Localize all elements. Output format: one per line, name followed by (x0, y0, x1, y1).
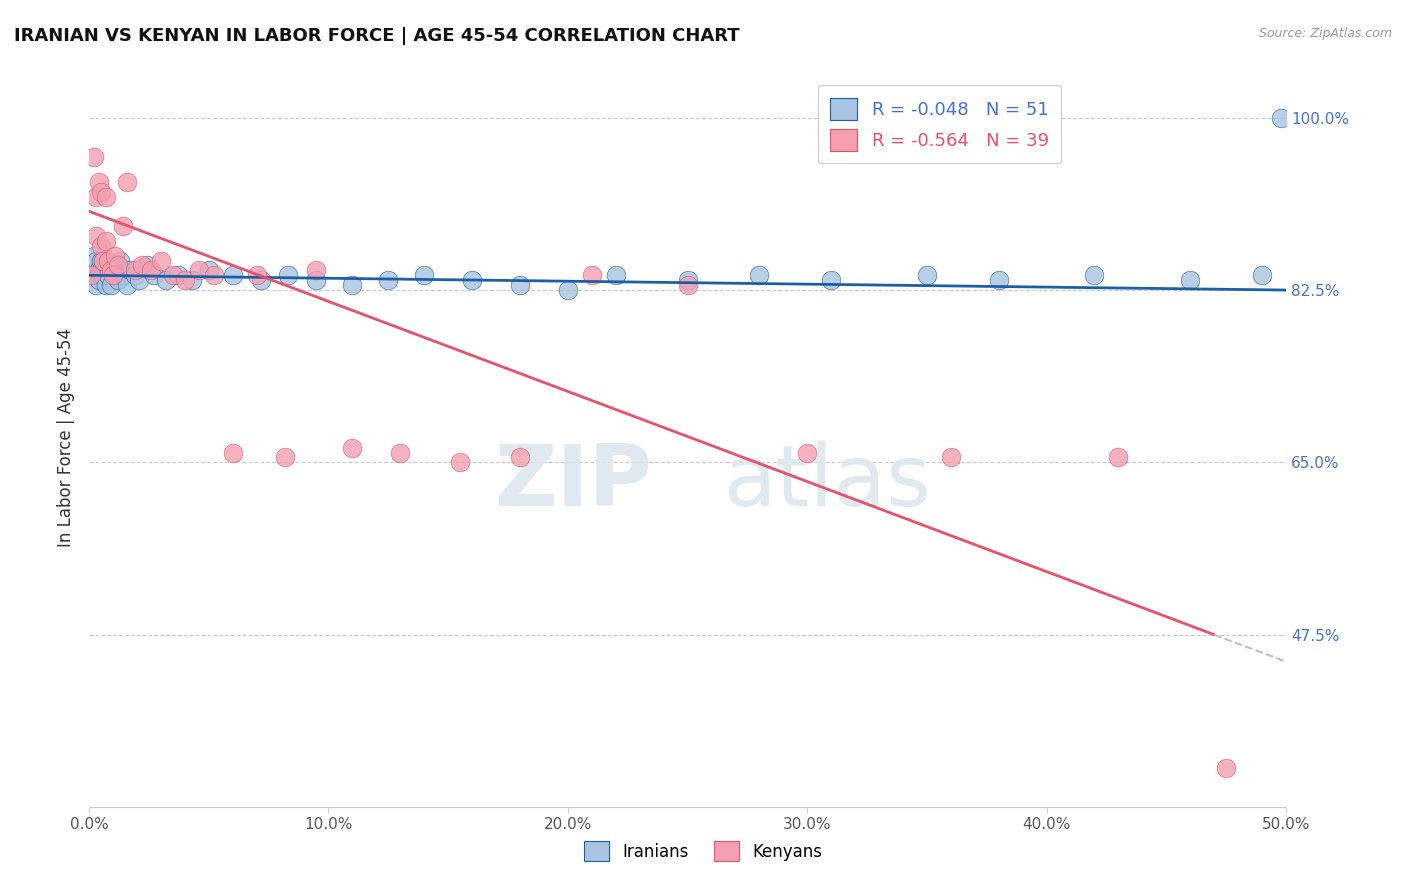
Point (820, 273, 842, 287)
Point (141, 263, 163, 277)
Point (377, 273, 399, 287)
Point (104, 249, 127, 263)
Point (111, 219, 134, 233)
Point (107, 273, 129, 287)
Point (188, 263, 211, 277)
Point (93, 268, 115, 283)
Point (222, 268, 245, 283)
Point (111, 268, 134, 283)
Point (118, 263, 141, 277)
Point (117, 278, 139, 293)
Point (389, 445, 412, 459)
Point (100, 263, 122, 277)
Point (1270, 111, 1292, 125)
Point (413, 268, 436, 283)
Point (97, 268, 120, 283)
Point (124, 263, 146, 277)
Point (117, 175, 139, 189)
Point (128, 273, 150, 287)
Point (305, 273, 328, 287)
Point (94, 263, 117, 277)
Point (342, 278, 364, 293)
Point (107, 259, 129, 273)
Point (1107, 450, 1129, 465)
Point (83, 150, 105, 164)
Point (581, 268, 603, 283)
Point (222, 445, 245, 459)
Y-axis label: In Labor Force | Age 45-54: In Labor Force | Age 45-54 (58, 328, 75, 548)
Point (181, 273, 204, 287)
Point (173, 273, 195, 287)
Point (90, 263, 112, 277)
Point (557, 283, 579, 297)
Point (87, 175, 110, 189)
Point (87, 273, 110, 287)
Point (131, 259, 153, 273)
Point (149, 253, 172, 268)
Legend: R = -0.048   N = 51, R = -0.564   N = 39: R = -0.048 N = 51, R = -0.564 N = 39 (817, 85, 1062, 163)
Point (277, 268, 299, 283)
Point (676, 278, 699, 293)
Point (197, 263, 219, 277)
Point (100, 278, 122, 293)
Point (97, 253, 120, 268)
Text: Source: ZipAtlas.com: Source: ZipAtlas.com (1258, 27, 1392, 40)
Point (84, 228, 107, 243)
Point (90, 239, 112, 253)
Point (342, 441, 364, 455)
Point (84, 253, 107, 268)
Point (93, 253, 115, 268)
Point (90, 185, 112, 199)
Point (80, 268, 103, 283)
Point (84, 278, 107, 293)
Point (939, 450, 962, 465)
Point (94, 234, 117, 248)
Point (90, 253, 112, 268)
Point (509, 450, 531, 465)
Point (796, 445, 818, 459)
Text: ZIP: ZIP (494, 441, 651, 524)
Text: IRANIAN VS KENYAN IN LABOR FORCE | AGE 45-54 CORRELATION CHART: IRANIAN VS KENYAN IN LABOR FORCE | AGE 4… (14, 27, 740, 45)
Point (87, 263, 110, 277)
Point (162, 268, 184, 283)
Point (1251, 268, 1274, 283)
Point (142, 268, 165, 283)
Point (449, 455, 471, 469)
Point (104, 268, 127, 283)
Point (1215, 761, 1237, 775)
Point (101, 268, 124, 283)
Point (155, 273, 177, 287)
Point (250, 273, 273, 287)
Point (1083, 268, 1105, 283)
Point (124, 268, 146, 283)
Point (108, 253, 131, 268)
Point (676, 273, 699, 287)
Point (748, 268, 770, 283)
Point (461, 273, 484, 287)
Point (246, 268, 269, 283)
Point (93, 253, 115, 268)
Point (80, 259, 103, 273)
Point (202, 268, 225, 283)
Point (605, 268, 627, 283)
Legend: Iranians, Kenyans: Iranians, Kenyans (571, 828, 835, 875)
Point (135, 259, 157, 273)
Point (94, 278, 117, 293)
Point (97, 253, 120, 268)
Point (101, 263, 124, 277)
Point (274, 450, 297, 465)
Point (84, 189, 107, 203)
Text: atlas: atlas (724, 441, 931, 524)
Point (987, 273, 1010, 287)
Point (94, 189, 117, 203)
Point (166, 268, 188, 283)
Point (305, 263, 328, 277)
Point (83, 268, 105, 283)
Point (915, 268, 938, 283)
Point (509, 278, 531, 293)
Point (83, 249, 105, 263)
Point (1180, 273, 1202, 287)
